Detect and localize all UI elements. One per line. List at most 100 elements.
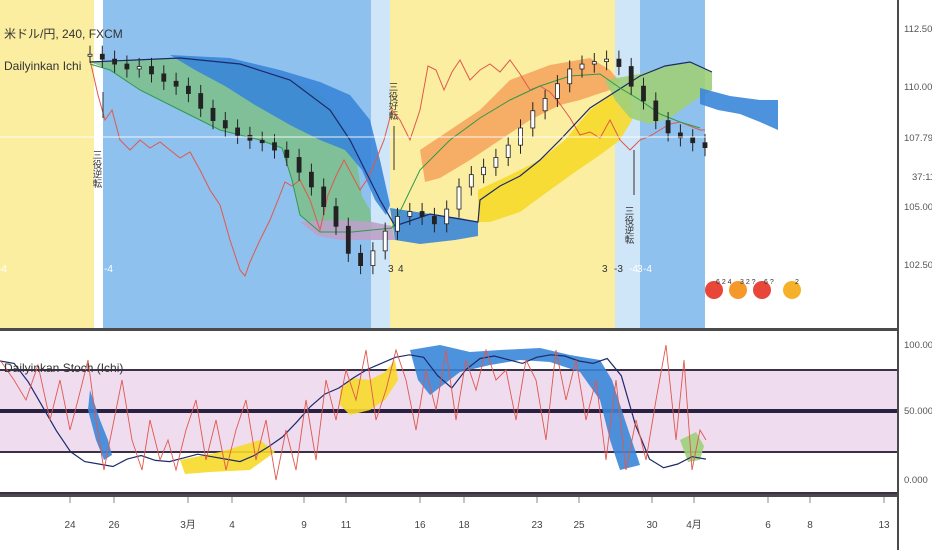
candle-body bbox=[124, 63, 130, 70]
candle-body bbox=[542, 98, 548, 112]
candle-body bbox=[358, 252, 364, 266]
candle-body bbox=[395, 216, 400, 232]
candle-body bbox=[161, 73, 167, 82]
kumo-blue-1 bbox=[170, 55, 390, 215]
price-tag-sub: 37:11 bbox=[912, 172, 932, 183]
axis-tick-label: 100.000 bbox=[904, 340, 932, 351]
flag-icon[interactable] bbox=[753, 281, 771, 299]
signal-markers: -4 -4 3 4 3 -3 -4 3 -4 bbox=[0, 264, 652, 275]
x-tick-label: 30 bbox=[646, 520, 658, 531]
panel-divider bbox=[0, 328, 898, 331]
x-tick-label: 3月 bbox=[180, 519, 196, 531]
candle-body bbox=[185, 85, 191, 94]
candle-body bbox=[579, 63, 585, 70]
x-tick-label: 23 bbox=[531, 520, 543, 531]
stoch-fast-line bbox=[0, 344, 707, 481]
annotation-b-text: 三役好転 bbox=[387, 82, 399, 121]
marker-label: 4 bbox=[398, 264, 404, 275]
flag-icon[interactable] bbox=[705, 281, 723, 299]
candle-body bbox=[616, 58, 622, 67]
candle-body bbox=[198, 93, 204, 109]
candle-body bbox=[284, 149, 290, 158]
x-tick-label: 18 bbox=[458, 520, 470, 531]
candle-body bbox=[468, 174, 474, 188]
annotation-b: 三役好転 bbox=[387, 82, 399, 170]
zone-blue-2 bbox=[640, 0, 705, 328]
candle-body bbox=[136, 66, 142, 70]
candle-body bbox=[210, 107, 216, 121]
candle-body bbox=[173, 80, 179, 87]
marker-label: -4 bbox=[0, 264, 7, 275]
marker-label: -4 bbox=[643, 264, 652, 275]
x-tick-label: 26 bbox=[108, 520, 120, 531]
annotation-a-text: 三役逆転 bbox=[91, 150, 103, 189]
flag-icon[interactable] bbox=[783, 281, 801, 299]
kumo-blue-3 bbox=[700, 88, 778, 130]
x-tick-label: 24 bbox=[64, 520, 76, 531]
candle-body bbox=[149, 66, 154, 75]
candle-body bbox=[665, 120, 671, 134]
x-tick-label: 6 bbox=[765, 520, 771, 531]
bottom-divider bbox=[0, 494, 898, 497]
indicator-title: Dailyinkan Ichi bbox=[4, 59, 81, 73]
candle-body bbox=[530, 110, 536, 129]
candle-body bbox=[345, 225, 351, 254]
zone-blue-light-2 bbox=[615, 0, 640, 328]
annotation-c-text: 三役逆転 bbox=[623, 206, 635, 245]
annotation-a: 三役逆転 bbox=[91, 92, 104, 189]
candle-body bbox=[690, 137, 696, 144]
zone-yellow-1 bbox=[0, 0, 94, 328]
candle-body bbox=[87, 53, 93, 57]
axis-tick-label: 112.500 bbox=[904, 24, 932, 35]
x-tick-label: 4月 bbox=[686, 519, 702, 531]
x-tick-label: 25 bbox=[573, 520, 585, 531]
stoch-fill-blue bbox=[410, 345, 640, 470]
flag-icon[interactable] bbox=[729, 281, 747, 299]
candle-body bbox=[235, 127, 241, 136]
candle-body bbox=[308, 171, 314, 188]
event-flags: 6 2 4 3 2 ? 6 ? 2 bbox=[705, 279, 801, 299]
x-tick-label: 16 bbox=[414, 520, 426, 531]
x-tick-label: 13 bbox=[878, 520, 890, 531]
candle-body bbox=[259, 139, 265, 144]
candle-body bbox=[678, 132, 683, 139]
flag-label: 6 2 4 bbox=[716, 279, 732, 286]
candle-body bbox=[456, 186, 462, 210]
stoch-main-line bbox=[0, 354, 707, 469]
candle-body bbox=[321, 186, 327, 208]
tenkan-line bbox=[89, 63, 701, 233]
flag-label: 6 ? bbox=[764, 279, 774, 286]
candle-body bbox=[382, 230, 388, 252]
flag-label: 2 bbox=[795, 279, 799, 286]
kumo-yellow-1 bbox=[478, 85, 632, 222]
right-axis: 112.500 110.000 107.794 37:11 105.000 10… bbox=[897, 0, 932, 550]
axis-tick-label: 0.000 bbox=[904, 475, 928, 486]
chikou-line bbox=[89, 59, 705, 277]
kijun-line bbox=[89, 57, 713, 227]
candle-body bbox=[370, 250, 376, 266]
candle-body bbox=[481, 166, 487, 176]
x-tick-label: 9 bbox=[301, 520, 307, 531]
candle-body bbox=[493, 157, 499, 168]
stoch-fill-yellow bbox=[340, 360, 398, 415]
candle-body bbox=[604, 58, 609, 63]
candle-body bbox=[222, 120, 228, 129]
candle-body bbox=[272, 142, 277, 151]
stoch-panel bbox=[0, 344, 898, 494]
candle-body bbox=[112, 58, 117, 65]
candle-body bbox=[567, 68, 573, 85]
candle-body bbox=[333, 206, 339, 227]
x-tick-label: 11 bbox=[341, 520, 352, 531]
candle-body bbox=[702, 142, 708, 149]
candle-body bbox=[419, 211, 425, 217]
annotation-c: 三役逆転 bbox=[623, 150, 635, 245]
candle-body bbox=[641, 85, 646, 102]
candle-body bbox=[628, 66, 634, 87]
stoch-title: Dailyinkan Stoch (Ichi) bbox=[4, 361, 123, 375]
axis-tick-label: 102.500 bbox=[904, 260, 932, 271]
price-tag bbox=[899, 129, 932, 145]
candle-body bbox=[555, 83, 560, 99]
marker-label: 3 bbox=[602, 264, 608, 275]
candle-body bbox=[431, 216, 437, 225]
